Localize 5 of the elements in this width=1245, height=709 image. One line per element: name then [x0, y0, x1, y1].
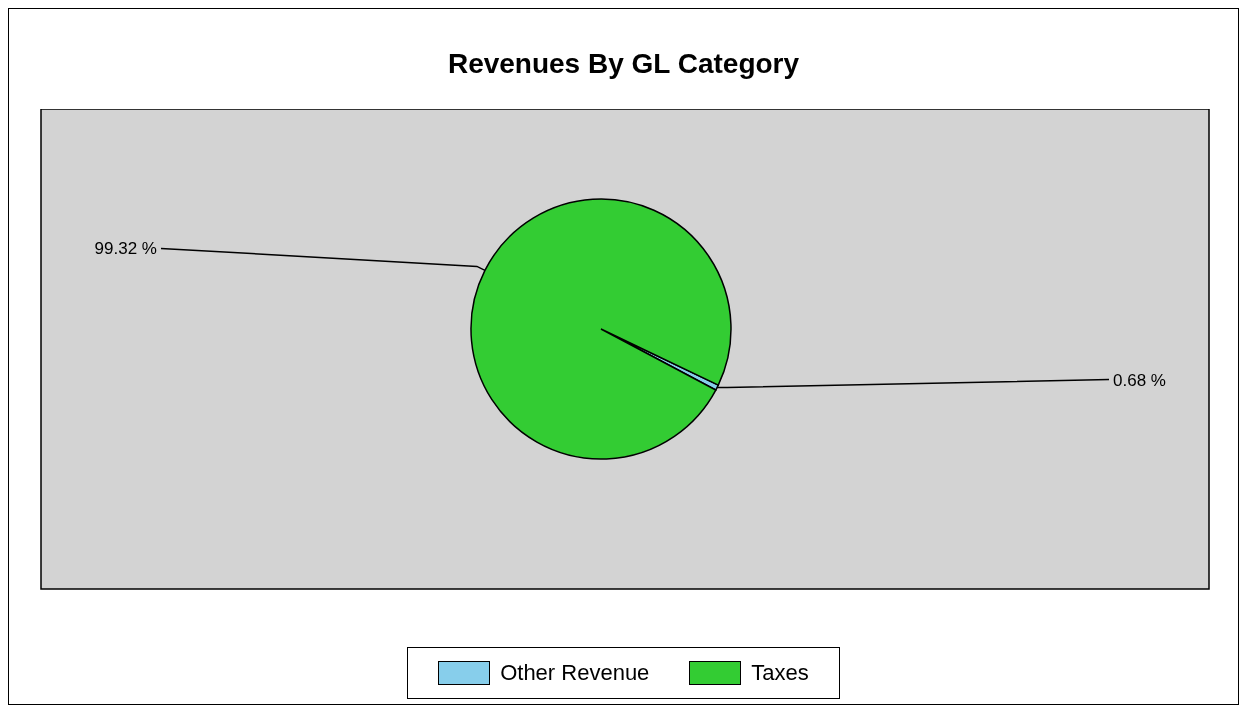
legend-label: Taxes: [751, 660, 809, 686]
chart-title: Revenues By GL Category: [446, 47, 801, 81]
legend-label: Other Revenue: [500, 660, 650, 686]
data-label: 99.32 %: [94, 239, 157, 259]
data-label: 0.68 %: [1113, 370, 1166, 390]
